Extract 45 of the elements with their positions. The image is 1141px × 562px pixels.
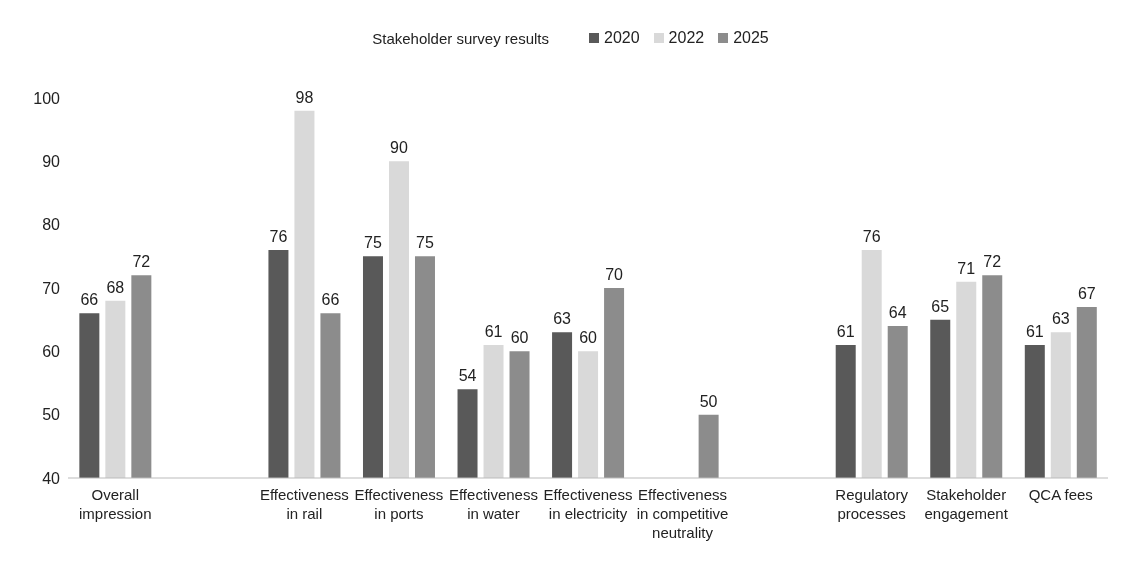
x-tick-label: Effectiveness in electricity (543, 486, 633, 522)
x-tick-label: Effectiveness in ports (354, 486, 444, 522)
data-label: 66 (321, 291, 340, 309)
data-label: 71 (957, 259, 976, 277)
data-label: 63 (1051, 310, 1070, 328)
y-tick-label: 50 (42, 406, 61, 424)
data-label: 60 (579, 329, 598, 347)
data-label: 61 (1025, 323, 1044, 340)
data-label: 60 (510, 329, 529, 347)
x-tick-label: Effectiveness in rail (259, 486, 349, 522)
chart-title: Stakeholder survey results (372, 29, 549, 47)
legend-label: 2025 (733, 29, 769, 47)
data-label: 75 (416, 234, 434, 252)
y-tick-label: 70 (42, 279, 61, 297)
data-label: 67 (1077, 285, 1096, 302)
y-tick-label: 100 (33, 89, 61, 107)
data-label: 90 (390, 139, 408, 157)
data-label: 68 (106, 278, 125, 296)
data-label: 72 (132, 253, 151, 271)
y-tick-label: 60 (42, 343, 61, 361)
x-tick-label: Effectiveness in water (448, 486, 538, 522)
x-tick-label: Overall impression (79, 486, 152, 522)
data-label: 98 (295, 88, 314, 106)
y-tick-label: 40 (42, 469, 61, 487)
data-label: 61 (484, 323, 503, 340)
data-label: 66 (80, 291, 99, 309)
x-tick-label: Regulatory processes (835, 486, 909, 522)
data-label: 70 (605, 266, 624, 283)
data-label: 61 (836, 323, 855, 340)
y-tick-label: 80 (42, 216, 61, 234)
data-label: 76 (269, 228, 288, 245)
y-tick-label: 90 (42, 153, 61, 171)
data-label: 54 (458, 367, 477, 385)
data-label: 65 (931, 297, 950, 315)
x-tick-label: Stakeholder engagement (924, 486, 1009, 522)
legend-label: 2020 (603, 29, 640, 47)
data-label: 64 (888, 304, 907, 321)
legend-label: 2022 (668, 29, 705, 47)
data-label: 72 (983, 253, 1002, 271)
x-tick-label: Effectiveness in competitive neutrality (636, 486, 729, 541)
x-tick-label: QCA fees (1028, 486, 1093, 503)
data-label: 75 (364, 234, 382, 252)
data-label: 63 (553, 310, 572, 328)
data-label: 76 (862, 228, 881, 245)
data-label: 50 (699, 392, 718, 410)
